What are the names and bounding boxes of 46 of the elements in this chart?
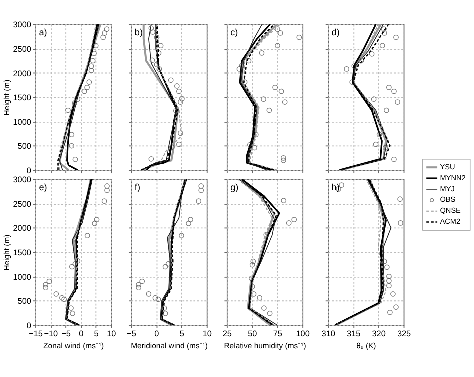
x-tick-label: 310 [322, 330, 336, 339]
chart-title: e) [39, 182, 48, 192]
x-tick-label: −15 [29, 330, 44, 339]
legend-label: MYJ [440, 184, 456, 194]
y-tick-label: 1000 [13, 118, 32, 127]
x-tick-label: 5 [180, 330, 185, 339]
y-tick-label: 0 [26, 321, 32, 330]
y-tick-label: 2500 [13, 200, 32, 209]
x-tick-label: 50 [248, 330, 258, 339]
y-tick-label: 1500 [13, 248, 32, 258]
y-tick-label: 2000 [13, 224, 32, 234]
x-tick-label: −10 [44, 330, 59, 339]
legend-label: ACM2 [440, 217, 461, 226]
y-tick-label: 0 [26, 166, 32, 176]
chart-title: g) [230, 182, 239, 192]
legend-label: YSU [440, 162, 456, 172]
chart-title: d) [332, 27, 340, 38]
x-tick-label: 100 [296, 330, 310, 339]
legend-label: QNSE [440, 206, 462, 216]
x-tick-label: 75 [273, 330, 283, 339]
x-tick-label: 10 [107, 330, 117, 339]
x-tick-label: 320 [372, 330, 386, 339]
x-tick-label: 25 [222, 330, 232, 339]
x-tick-label: 315 [346, 330, 362, 339]
y-tick-label: 500 [18, 297, 32, 306]
x-tick-label: 0 [79, 330, 84, 339]
legend-label: MYNN2 [440, 173, 466, 182]
chart-title: f) [134, 182, 140, 192]
x-tick-label: 5 [94, 330, 100, 339]
x-tick-label: −5 [127, 330, 137, 339]
y-tick-label: 500 [18, 142, 32, 152]
chart-title: b) [134, 27, 144, 38]
chart-title: a) [39, 27, 48, 38]
y-tick-label: 2000 [13, 69, 32, 78]
y-tick-label: 3000 [13, 20, 32, 30]
y-tick-label: 1500 [13, 94, 32, 103]
y-tick-label: 3000 [13, 176, 32, 185]
x-tick-label: 325 [397, 330, 412, 339]
x-tick-label: 10 [202, 330, 212, 339]
legend-label: OBS [440, 195, 456, 204]
x-tick-label: 0 [154, 330, 160, 339]
chart-title: c) [230, 27, 238, 38]
chart-title: h) [332, 182, 340, 192]
y-tick-label: 2500 [13, 44, 32, 54]
y-tick-label: 1000 [13, 272, 32, 282]
x-tick-label: −5 [62, 330, 72, 339]
